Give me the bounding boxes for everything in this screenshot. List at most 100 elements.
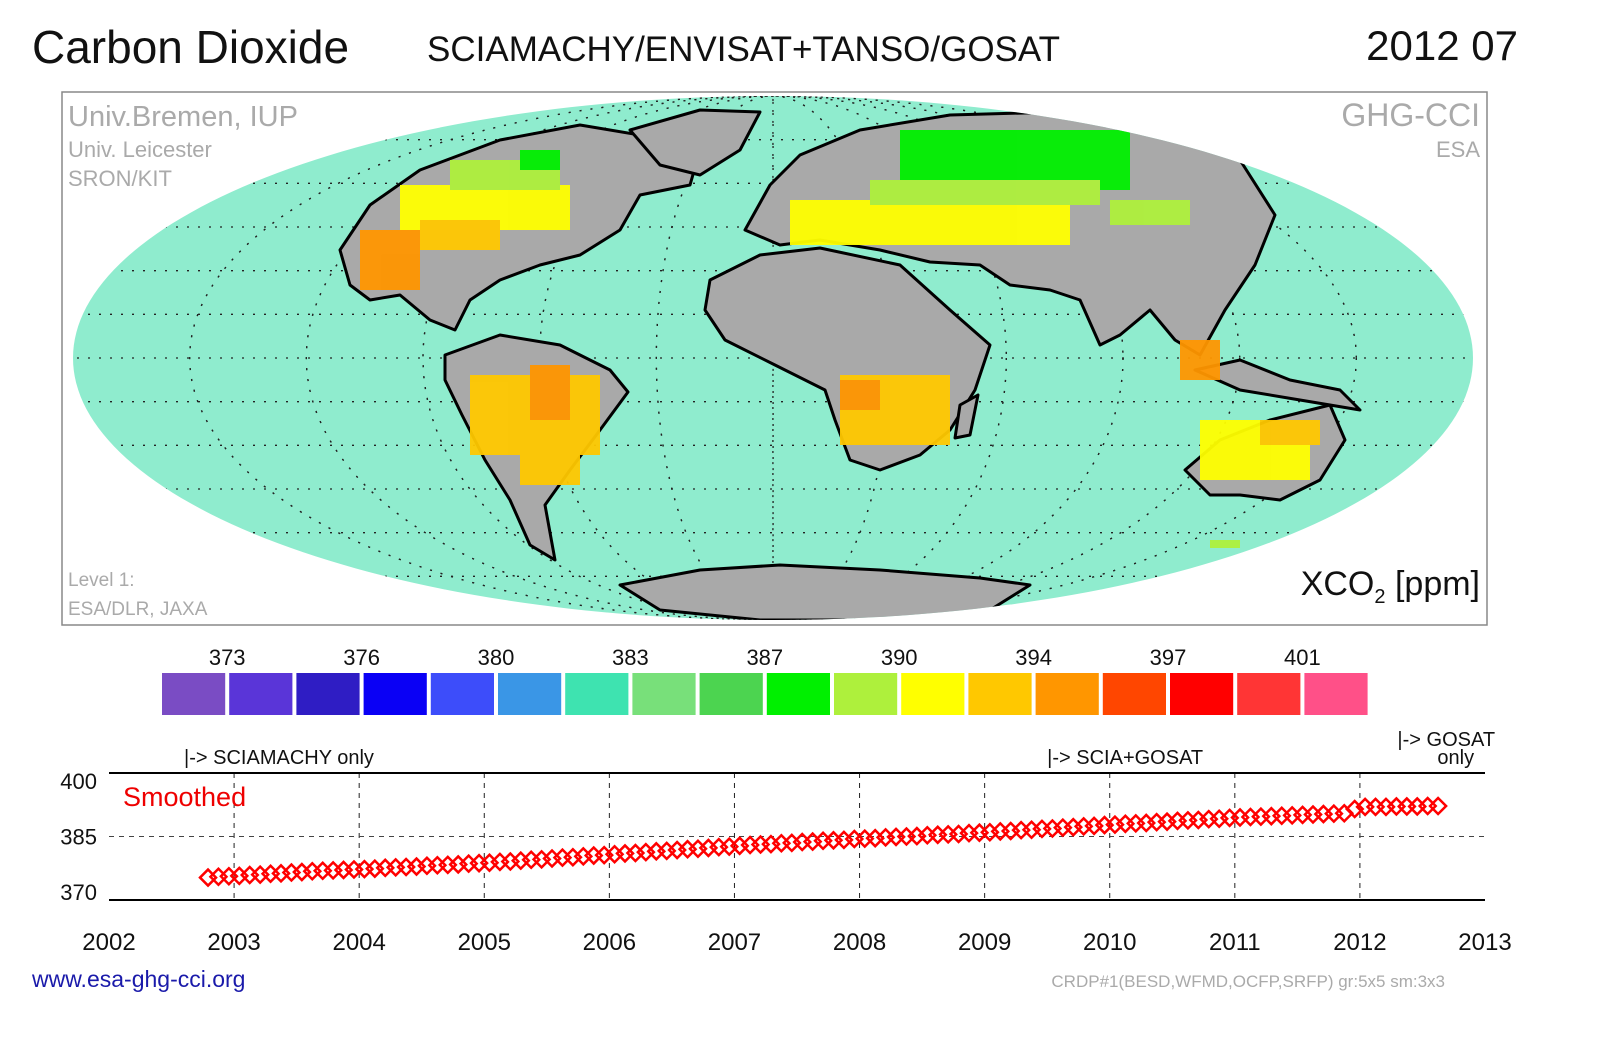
smoothed-data-point bbox=[865, 828, 885, 848]
smoothed-data-point bbox=[1271, 805, 1292, 826]
smoothed-data-point bbox=[1344, 799, 1365, 819]
colorbar-swatch bbox=[363, 673, 427, 715]
credit-bremen: Univ.Bremen, IUP bbox=[68, 101, 298, 133]
colorbar-swatch bbox=[766, 673, 830, 715]
smoothed-data-point bbox=[1021, 819, 1042, 840]
smoothed-data-point bbox=[959, 823, 979, 843]
smoothed-data-point bbox=[1146, 812, 1167, 832]
x-tick-label: 2013 bbox=[1458, 929, 1511, 956]
colorbar-swatch bbox=[1304, 673, 1368, 715]
smoothed-data-point bbox=[573, 846, 594, 867]
period-annotation-line2: only bbox=[1437, 747, 1474, 769]
smoothed-data-point bbox=[813, 830, 833, 851]
smoothed-data-point bbox=[281, 862, 302, 883]
smoothed-data-point bbox=[1209, 808, 1229, 829]
smoothed-data-point bbox=[479, 852, 500, 873]
colorbar-swatch bbox=[1102, 673, 1166, 715]
smoothed-data-point bbox=[427, 855, 448, 876]
x-tick-label: 2011 bbox=[1209, 929, 1261, 956]
smoothed-data-point bbox=[604, 844, 625, 865]
smoothed-data-point bbox=[198, 867, 218, 888]
smoothed-data-point bbox=[834, 830, 854, 850]
smoothed-data-point bbox=[239, 865, 260, 885]
smoothed-data-point bbox=[792, 832, 812, 852]
colorbar-swatch bbox=[632, 673, 696, 715]
colorbar-tick-label: 397 bbox=[1150, 645, 1187, 670]
colorbar-swatch bbox=[901, 673, 965, 715]
x-tick-label: 2003 bbox=[207, 929, 260, 956]
smoothed-data-point bbox=[1355, 797, 1375, 817]
colorbar-swatch bbox=[1035, 673, 1099, 715]
x-tick-label: 2007 bbox=[708, 929, 761, 956]
smoothed-data-point bbox=[531, 849, 552, 870]
smoothed-data-point bbox=[667, 840, 687, 860]
greenland bbox=[628, 108, 762, 177]
colorbar-swatch bbox=[162, 673, 226, 715]
colorbar-tick-label: 387 bbox=[746, 645, 783, 670]
x-tick-label: 2010 bbox=[1083, 929, 1136, 956]
colorbar-swatch bbox=[1237, 673, 1301, 715]
smoothed-data-point bbox=[302, 861, 323, 881]
product-info: CRDP#1(BESD,WFMD,OCFP,SRFP) gr:5x5 sm:3x… bbox=[1051, 972, 1445, 991]
smoothed-data-point bbox=[583, 845, 604, 866]
madagascar bbox=[953, 393, 980, 440]
xco2-map: Univ.Bremen, IUP Univ. Leicester SRON/KI… bbox=[61, 91, 1488, 626]
smoothed-data-point bbox=[896, 826, 917, 847]
smoothed-data-point bbox=[823, 830, 844, 851]
colorbar-tick-label: 380 bbox=[478, 645, 515, 670]
smoothed-data-point bbox=[927, 825, 948, 845]
smoothed-data-point bbox=[1000, 821, 1021, 841]
smoothed-data-point bbox=[1157, 811, 1177, 832]
x-tick-label: 2008 bbox=[833, 929, 886, 956]
meridian bbox=[305, 96, 1241, 620]
smoothed-data-point bbox=[1105, 814, 1125, 835]
smoothed-data-point bbox=[656, 841, 677, 861]
smoothed-data-point bbox=[782, 833, 802, 853]
level1-credit: ESA/DLR, JAXA bbox=[68, 599, 208, 620]
smoothed-data-point bbox=[333, 860, 354, 880]
x-tick-label: 2004 bbox=[332, 929, 385, 956]
unit-label: XCO2 [ppm] bbox=[1301, 565, 1480, 608]
website-link[interactable]: www.esa-ghg-cci.org bbox=[32, 966, 246, 992]
smoothed-data-point bbox=[761, 834, 781, 854]
smoothed-data-point bbox=[1282, 805, 1302, 826]
smoothed-data-point bbox=[771, 833, 792, 854]
smoothed-data-point bbox=[250, 864, 270, 885]
smoothed-data-point bbox=[1126, 813, 1146, 834]
smoothed-data-point bbox=[1011, 820, 1031, 840]
smoothed-data-point bbox=[1230, 807, 1250, 828]
smoothed-data-point bbox=[563, 847, 583, 868]
smoothed-data-point bbox=[1376, 797, 1396, 817]
credit-esa: ESA bbox=[1436, 137, 1480, 162]
smoothed-data-point bbox=[917, 825, 938, 845]
x-tick-label: 2006 bbox=[583, 929, 636, 956]
smoothed-data-point bbox=[1386, 796, 1407, 817]
colorbar-swatch bbox=[565, 673, 629, 715]
smoothed-data-point bbox=[521, 850, 541, 870]
colorbar-swatch bbox=[834, 673, 898, 715]
smoothed-data-point bbox=[698, 838, 719, 858]
legend-smoothed: Smoothed bbox=[123, 782, 246, 812]
smoothed-data-point bbox=[208, 866, 229, 887]
smoothed-data-point bbox=[969, 822, 990, 843]
smoothed-data-point bbox=[1042, 818, 1063, 839]
smoothed-data-point bbox=[709, 837, 729, 857]
smoothed-data-point bbox=[396, 857, 416, 877]
smoothed-data-point bbox=[542, 848, 562, 869]
smoothed-data-point bbox=[1219, 808, 1240, 828]
smoothed-data-point bbox=[219, 866, 239, 887]
smoothed-data-point bbox=[490, 852, 510, 872]
smoothed-data-point bbox=[1073, 816, 1094, 837]
smoothed-data-point bbox=[354, 859, 375, 879]
x-tick-label: 2012 bbox=[1333, 929, 1386, 956]
smoothed-data-point bbox=[802, 831, 823, 852]
smoothed-data-point bbox=[875, 827, 896, 848]
smoothed-data-point bbox=[438, 855, 458, 875]
smoothed-data-point bbox=[510, 850, 531, 871]
smoothed-data-point bbox=[1188, 810, 1209, 830]
smoothed-data-point bbox=[448, 854, 468, 875]
colorbar-swatch bbox=[430, 673, 494, 715]
smoothed-data-point bbox=[1417, 796, 1438, 816]
smoothed-data-point bbox=[323, 860, 343, 881]
credit-ghg-cci: GHG-CCI bbox=[1341, 97, 1480, 133]
